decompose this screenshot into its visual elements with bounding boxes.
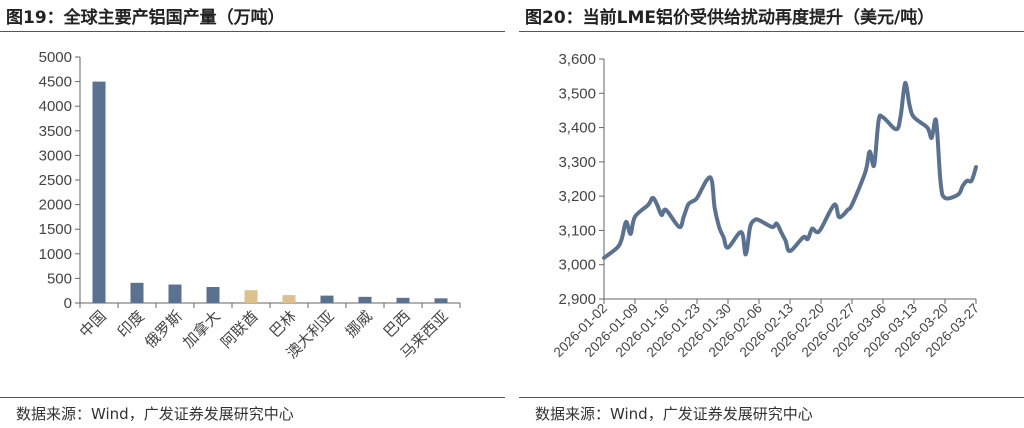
y-tick-label: 500 — [47, 270, 72, 287]
y-tick-label: 2000 — [39, 197, 72, 214]
x-category-label: 巴林 — [266, 307, 300, 341]
bar — [434, 298, 448, 303]
y-tick-label: 3,600 — [558, 51, 596, 68]
bar — [206, 287, 220, 303]
price-line — [602, 80, 978, 260]
y-tick-label: 1500 — [39, 221, 72, 238]
title-rule — [519, 31, 1024, 32]
y-tick-label: 3,000 — [558, 257, 596, 274]
bar — [244, 290, 258, 303]
line-chart-title: 图20：当前LME铝价受供给扰动再度提升（美元/吨） — [525, 8, 935, 28]
title-rule — [0, 31, 505, 32]
x-category-label: 印度 — [114, 307, 148, 341]
bar-chart-panel: 图19：全球主要产铝国产量（万吨） 0 500 1000 1500 2000 2500 30… — [0, 0, 505, 428]
bar — [396, 297, 410, 303]
source-rule — [519, 397, 1024, 398]
line-chart-source: 数据来源：Wind，广发证券发展研究中心 — [535, 405, 813, 423]
y-tick-label: 3,300 — [558, 154, 596, 171]
y-tick-label: 3,500 — [558, 85, 596, 102]
y-tick-label: 3,400 — [558, 120, 596, 137]
x-category-label: 巴西 — [380, 307, 414, 341]
bar — [320, 295, 334, 303]
bar — [92, 81, 106, 303]
line-chart-panel: 图20：当前LME铝价受供给扰动再度提升（美元/吨） 2,900 3,000 3,1… — [519, 0, 1024, 428]
bar — [130, 282, 144, 303]
x-category-label: 俄罗斯 — [141, 307, 186, 352]
y-tick-label: 4000 — [39, 98, 72, 115]
y-tick-label: 3,200 — [558, 188, 596, 205]
bar-chart-title: 图19：全球主要产铝国产量（万吨） — [6, 8, 285, 28]
bar-chart-plot: 0 500 1000 1500 2000 2500 3000 3500 4000 4500 5000… — [39, 49, 461, 362]
y-tick-label: 3,100 — [558, 222, 596, 239]
bar — [358, 296, 372, 303]
x-category-label: 阿联酋 — [217, 307, 262, 352]
y-tick-label: 2,900 — [558, 291, 596, 308]
y-tick-label: 3000 — [39, 147, 72, 164]
y-tick-label: 3500 — [39, 123, 72, 140]
source-rule — [0, 397, 505, 398]
y-tick-label: 1000 — [39, 246, 72, 263]
x-category-label: 挪威 — [342, 307, 376, 341]
x-category-label: 中国 — [76, 307, 110, 341]
y-tick-label: 2500 — [39, 172, 72, 189]
line-chart-plot: 2,900 3,000 3,100 3,200 3,300 3,400 3,500 3,600… — [551, 51, 982, 360]
bar — [168, 284, 182, 303]
y-tick-label: 4500 — [39, 74, 72, 91]
y-tick-label: 5000 — [39, 49, 72, 66]
y-tick-label: 0 — [64, 295, 72, 312]
bar-chart-source: 数据来源：Wind，广发证券发展研究中心 — [16, 405, 294, 423]
bar — [282, 295, 296, 303]
x-category-label: 加拿大 — [179, 307, 224, 352]
